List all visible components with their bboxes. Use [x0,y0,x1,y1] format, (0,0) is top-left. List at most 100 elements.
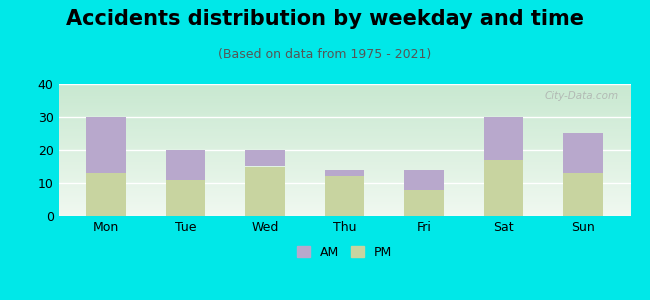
Bar [58,101,630,102]
Bar [58,167,630,168]
Bar [58,184,630,185]
Bar [58,209,630,210]
Bar [58,84,630,85]
Legend: AM, PM: AM, PM [297,246,392,259]
Bar [58,174,630,175]
Text: City-Data.com: City-Data.com [545,91,619,100]
Bar [58,153,630,154]
Bar [58,195,630,196]
Bar [58,89,630,90]
Bar [58,136,630,137]
Bar [484,117,523,160]
Bar [58,189,630,190]
Bar [58,215,630,216]
Bar [58,90,630,91]
Bar [58,87,630,88]
Bar [58,172,630,173]
Bar [58,112,630,113]
Bar [484,160,523,216]
Bar [58,97,630,98]
Bar [58,105,630,106]
Bar [58,197,630,198]
Bar [58,188,630,189]
Bar [58,102,630,103]
Bar [58,159,630,160]
Bar [58,186,630,187]
Text: Accidents distribution by weekday and time: Accidents distribution by weekday and ti… [66,9,584,29]
Bar [58,130,630,131]
Bar [58,137,630,138]
Bar [58,164,630,165]
Text: (Based on data from 1975 - 2021): (Based on data from 1975 - 2021) [218,48,432,61]
Bar [58,127,630,128]
Bar [563,173,603,216]
Bar [58,106,630,107]
Bar [58,212,630,213]
Bar [166,180,205,216]
Bar [58,100,630,101]
Bar [245,150,285,166]
Bar [58,196,630,197]
Bar [58,108,630,109]
Bar [58,111,630,112]
Bar [563,134,603,173]
Bar [58,190,630,191]
Bar [58,198,630,199]
Bar [58,204,630,205]
Bar [58,98,630,99]
Bar [58,120,630,121]
Bar [58,93,630,94]
Bar [58,129,630,130]
Bar [58,169,630,170]
Bar [58,162,630,163]
Bar [58,148,630,149]
Bar [58,116,630,117]
Bar [58,213,630,214]
Bar [245,167,285,216]
Bar [86,117,126,173]
Bar [58,133,630,134]
Bar [58,85,630,86]
Bar [58,146,630,147]
Bar [58,206,630,207]
Bar [58,200,630,201]
Bar [58,182,630,183]
Bar [58,144,630,145]
Bar [58,202,630,203]
Bar [58,207,630,208]
Bar [58,160,630,161]
Bar [58,177,630,178]
Bar [58,114,630,115]
Bar [58,131,630,132]
Bar [58,142,630,143]
Bar [58,203,630,204]
Bar [58,99,630,100]
Bar [58,115,630,116]
Bar [58,132,630,133]
Bar [58,201,630,202]
Bar [58,191,630,192]
Bar [58,119,630,120]
Bar [58,158,630,159]
Bar [58,128,630,129]
Bar [58,113,630,114]
Bar [58,125,630,126]
Bar [58,143,630,144]
Bar [58,156,630,157]
Bar [58,214,630,215]
Bar [58,103,630,104]
Bar [58,145,630,146]
Bar [58,176,630,177]
Bar [58,193,630,194]
Bar [58,86,630,87]
Bar [58,123,630,124]
Bar [58,155,630,156]
Bar [58,149,630,150]
Bar [58,161,630,162]
Bar [58,151,630,152]
Bar [58,94,630,95]
Bar [58,126,630,127]
Bar [166,150,205,180]
Bar [58,154,630,155]
Bar [58,88,630,89]
